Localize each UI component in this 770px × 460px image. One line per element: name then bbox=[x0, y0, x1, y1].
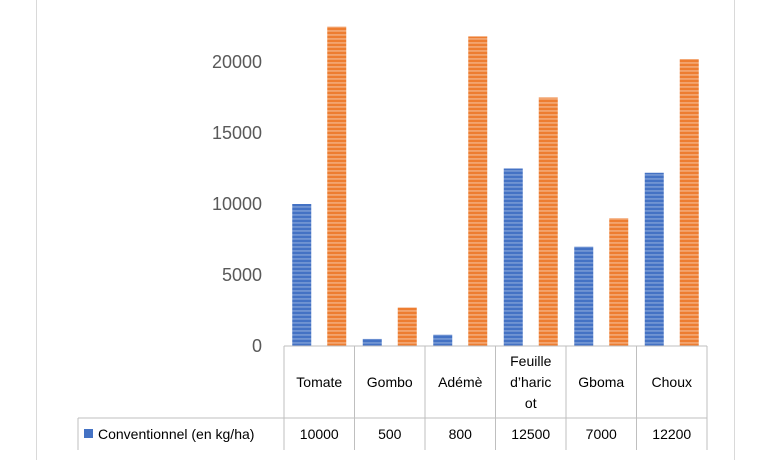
category-label: Choux bbox=[652, 374, 692, 390]
bar-series-2-3 bbox=[468, 36, 488, 346]
table-cell-value: 12200 bbox=[652, 426, 691, 442]
data-table: Tomate Gombo Adémè Feuille d’haric ot Gboma Cho… bbox=[77, 345, 708, 450]
bar-series-2-2 bbox=[397, 307, 417, 346]
category-label: Tomate bbox=[296, 374, 342, 390]
table-cell-value: 800 bbox=[449, 426, 473, 442]
category-label: Adémè bbox=[438, 374, 483, 390]
table-cell-value: 7000 bbox=[586, 426, 617, 442]
legend-key-conventionnel bbox=[84, 429, 93, 438]
table-cell-value: 500 bbox=[378, 426, 402, 442]
bar-conventionnel-1 bbox=[292, 204, 312, 346]
bar-conventionnel-3 bbox=[433, 334, 453, 346]
y-tick-label: 20000 bbox=[212, 52, 262, 72]
y-tick-label: 0 bbox=[252, 336, 262, 356]
bar-conventionnel-4 bbox=[503, 168, 523, 346]
legend-label-conventionnel: Conventionnel (en kg/ha) bbox=[98, 426, 254, 442]
chart-frame bbox=[36, 0, 735, 460]
bar-series-2-6 bbox=[679, 59, 699, 346]
bar-conventionnel-6 bbox=[644, 172, 664, 346]
bar-conventionnel-2 bbox=[362, 338, 382, 346]
category-label: Gboma bbox=[578, 374, 624, 390]
bar-series-2-1 bbox=[327, 26, 347, 346]
bar-conventionnel-5 bbox=[574, 246, 594, 346]
bars bbox=[292, 26, 699, 346]
bar-chart: 0 5000 10000 15000 20000 Tomate Gombo Adémè Feu… bbox=[77, 26, 708, 450]
y-tick-label: 15000 bbox=[212, 123, 262, 143]
table-cell-value: 12500 bbox=[511, 426, 550, 442]
table-cell-value: 10000 bbox=[300, 426, 339, 442]
category-label: Gombo bbox=[367, 374, 413, 390]
y-axis: 0 5000 10000 15000 20000 bbox=[212, 52, 262, 356]
y-tick-label: 10000 bbox=[212, 194, 262, 214]
bar-series-2-4 bbox=[538, 97, 558, 346]
category-label: Feuille d’haric ot bbox=[510, 353, 551, 411]
bar-series-2-5 bbox=[609, 218, 629, 346]
y-tick-label: 5000 bbox=[222, 265, 262, 285]
